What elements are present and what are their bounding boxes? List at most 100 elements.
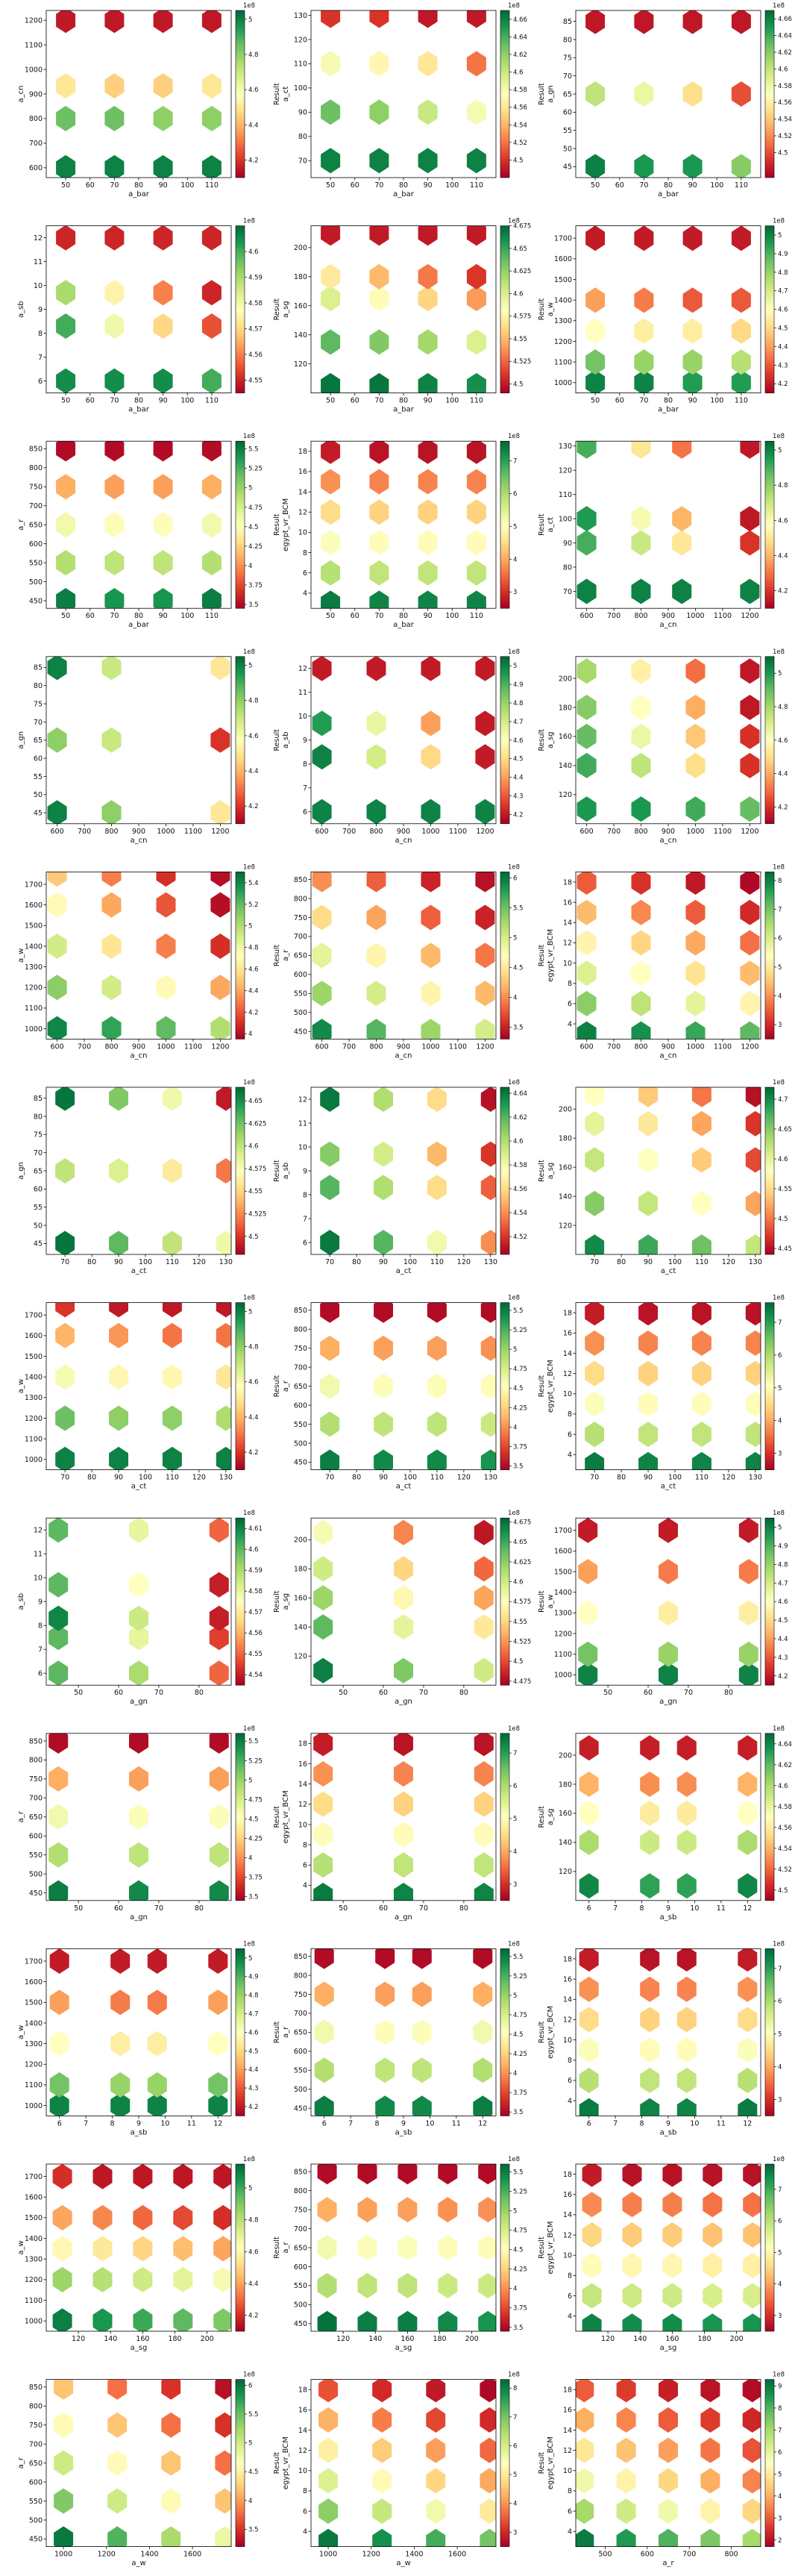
hexbin-cells — [313, 1733, 494, 1901]
hexbin-cells — [585, 1302, 761, 1470]
colorbar-tick-label: 7 — [513, 458, 517, 466]
y-tick-label: 10 — [298, 713, 307, 721]
hex-cell — [731, 81, 751, 107]
y-axis-label: a_gn — [547, 85, 555, 103]
y-tick-label: 550 — [294, 2282, 307, 2290]
colorbar-tick-label: 4.75 — [513, 1366, 527, 1373]
hexbin-cells — [321, 225, 486, 393]
hex-cell — [201, 154, 222, 178]
colorbar-tick-label: 5 — [778, 447, 782, 454]
x-tick-label: 130 — [484, 1474, 497, 1482]
hex-cell — [682, 81, 703, 107]
y-tick-label: 1200 — [25, 16, 43, 25]
y-tick-label: 140 — [559, 1839, 572, 1847]
subplot-a_ct-vs-a_r: 70 80 90 100 110 120 1304505005506006507007508… — [282, 1295, 546, 1491]
colorbar-tick-label: 5 — [513, 1992, 517, 2000]
y-tick-label: 1200 — [25, 1415, 43, 1423]
hex-cell — [662, 2192, 682, 2218]
y-tick-label: 1000 — [25, 1025, 43, 1034]
y-tick-label: 9 — [38, 1598, 43, 1607]
x-tick-label: 90 — [159, 181, 168, 190]
x-tick-label: 70 — [590, 1258, 599, 1266]
x-tick-label: 80 — [134, 181, 143, 190]
y-tick-label: 9 — [303, 737, 307, 745]
hex-cell — [634, 369, 654, 393]
hex-cell — [321, 329, 341, 355]
y-axis-label: egypt_vr_BCM — [547, 929, 555, 982]
x-tick-label: 50 — [74, 1904, 83, 1913]
hex-cell — [638, 1190, 658, 1216]
colorbar-tick-label: 4.6 — [778, 307, 788, 314]
hex-cell — [153, 368, 173, 393]
x-tick-label: 80 — [664, 181, 673, 190]
hex-cell — [731, 10, 751, 34]
x-tick-label: 120 — [192, 1258, 206, 1266]
y-tick-label: 130 — [559, 443, 572, 451]
hex-cell — [320, 1141, 340, 1167]
y-tick-label: 12 — [298, 1095, 307, 1104]
hex-cell — [745, 1190, 761, 1216]
hex-cell — [109, 1231, 128, 1254]
y-tick-label: 65 — [34, 737, 43, 745]
hex-cell — [318, 2407, 339, 2433]
hex-cell — [49, 1948, 69, 1974]
colorbar-label: Result — [273, 1160, 281, 1182]
x-tick-label: 100 — [403, 1258, 417, 1266]
hex-cell — [366, 744, 386, 770]
x-tick-label: 11 — [717, 2119, 726, 2128]
hex-cell — [153, 280, 173, 306]
y-tick-label: 1400 — [25, 2019, 43, 2028]
x-axis-label: a_sb — [660, 2128, 677, 2136]
hex-cell — [738, 1800, 758, 1826]
x-tick-label: 700 — [607, 612, 621, 620]
colorbar-tick-label: 4.6 — [248, 2248, 259, 2256]
hex-cell — [480, 2379, 496, 2403]
colorbar-tick-label: 4.4 — [778, 343, 788, 351]
hex-cell — [375, 1948, 395, 1969]
hex-cell — [372, 2468, 392, 2494]
colorbar-label: Result — [538, 1590, 546, 1613]
y-tick-label: 1000 — [25, 66, 43, 74]
y-axis-label: egypt_vr_BCM — [547, 2006, 555, 2059]
hex-cell — [321, 372, 341, 393]
hex-cell — [475, 656, 495, 681]
colorbar-tick-label: 4.52 — [778, 1866, 792, 1874]
colorbar-tick-label: 4.5 — [513, 157, 524, 164]
hex-cell — [474, 1614, 494, 1640]
hex-cell — [659, 2437, 678, 2463]
x-tick-label: 120 — [457, 1258, 471, 1266]
y-tick-label: 100 — [559, 515, 572, 523]
hex-cell — [317, 2235, 337, 2260]
hex-cell — [52, 2266, 72, 2292]
hex-cell — [480, 2528, 496, 2547]
hex-cell — [745, 1302, 761, 1326]
hex-cell — [133, 2266, 153, 2292]
x-tick-label: 900 — [132, 828, 145, 836]
y-tick-label: 550 — [294, 1421, 307, 1429]
x-tick-label: 80 — [724, 1689, 733, 1697]
colorbar-tick-label: 4 — [778, 2281, 782, 2289]
colorbar-tick-label: 3 — [513, 1881, 517, 1889]
y-tick-label: 1100 — [554, 1651, 572, 1659]
hex-cell — [104, 313, 125, 339]
hex-cell — [109, 1302, 128, 1318]
hex-cell — [418, 225, 438, 246]
x-tick-label: 50 — [326, 181, 335, 190]
hex-cell — [412, 2095, 432, 2116]
x-tick-label: 1600 — [183, 2551, 201, 2559]
x-axis-label: a_bar — [393, 190, 415, 198]
hex-cell — [579, 1829, 599, 1855]
y-axis-label: egypt_vr_BCM — [282, 498, 290, 551]
hex-cell — [173, 2204, 193, 2230]
colorbar-tick-label: 4.5 — [248, 2469, 259, 2476]
colorbar-tick-label: 4.4 — [248, 122, 259, 129]
hex-cell — [213, 2164, 231, 2189]
y-tick-label: 6 — [303, 2507, 307, 2516]
x-axis-label: a_ct — [661, 1483, 676, 1491]
hex-cell — [209, 1625, 229, 1651]
hex-cell — [418, 441, 438, 464]
x-tick-label: 70 — [419, 1689, 428, 1697]
colorbar-tick-label: 4.6 — [248, 1546, 259, 1554]
hex-cell — [357, 2310, 377, 2331]
colorbar-tick-label: 4.5 — [513, 2247, 524, 2254]
